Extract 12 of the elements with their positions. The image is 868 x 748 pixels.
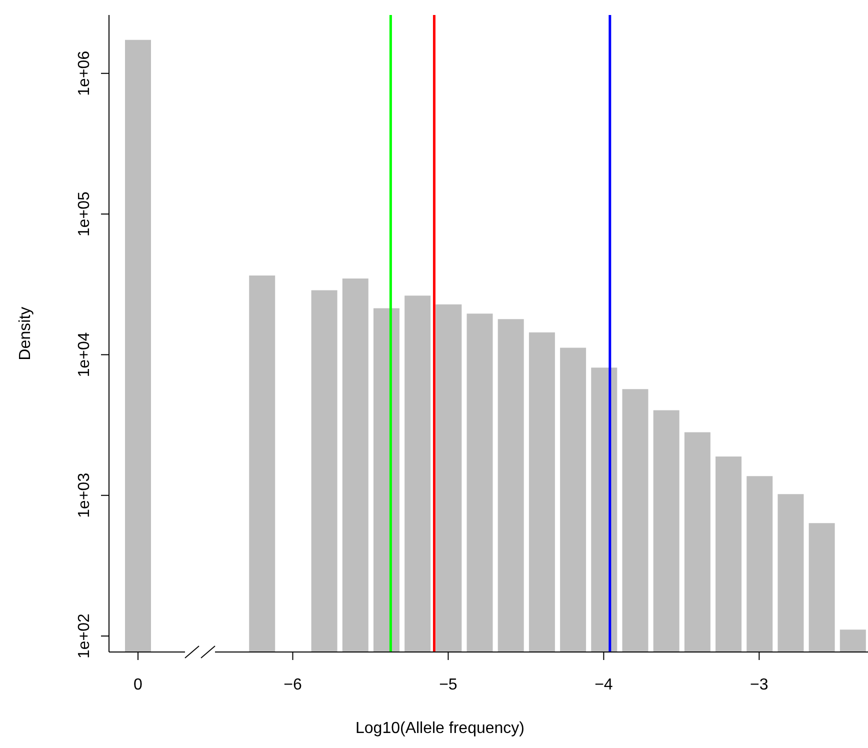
x-tick-label: −3 [750, 676, 768, 694]
y-axis-title: Density [17, 306, 34, 360]
x-tick-label: 0 [134, 676, 143, 694]
y-tick-label: 1e+03 [76, 472, 93, 518]
y-tick-label: 1e+04 [76, 332, 93, 378]
y-tick-label: 1e+06 [76, 50, 93, 96]
x-tick-label: −5 [439, 676, 458, 694]
x-axis-title: Log10(Allele frequency) [354, 720, 526, 738]
y-tick-label: 1e+05 [76, 191, 93, 237]
x-tick-label: −4 [594, 676, 613, 694]
x-tick-label: −6 [284, 676, 302, 694]
y-tick-label: 1e+02 [76, 613, 93, 658]
